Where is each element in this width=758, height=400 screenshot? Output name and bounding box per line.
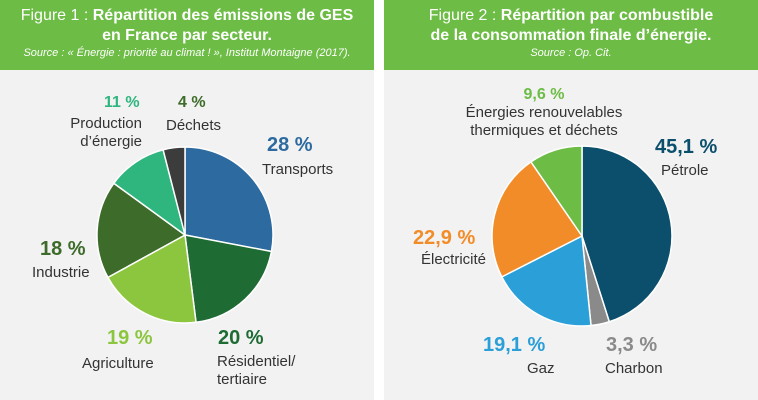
label-renouvelables: Énergies renouvelables thermiques et déc…: [465, 104, 623, 139]
pct-industrie: 18 %: [40, 238, 86, 260]
figure-2-pie: [491, 145, 673, 327]
pct-petrole: 45,1 %: [655, 136, 718, 158]
figure-2-title-line1: Répartition par combustible: [500, 7, 714, 24]
pct-transports: 28 %: [267, 134, 313, 156]
figure-1-number: Figure 1 :: [20, 7, 93, 24]
pct-renouvelables: 9,6 %: [523, 86, 565, 103]
pct-electricite: 22,9 %: [413, 227, 476, 249]
figure-2-slice-2: [500, 234, 592, 327]
label-transports: Transports: [262, 161, 334, 178]
label-dechets: Déchets: [166, 117, 222, 134]
figure-1-pie: [96, 146, 274, 324]
figure-2-header: Figure 2 : Répartition par combustible d…: [384, 0, 758, 70]
label-charbon: Charbon: [605, 360, 663, 377]
label-gaz: Gaz: [527, 360, 555, 377]
figure-1-slice-0: [184, 146, 274, 253]
pct-gaz: 19,1 %: [483, 334, 546, 356]
label-residentiel: Résidentiel/ tertiaire: [217, 353, 296, 388]
figure-2-number: Figure 2 :: [428, 7, 501, 24]
label-industrie: Industrie: [32, 264, 90, 281]
figure-1-panel: Figure 1 : Répartition des émissions de …: [0, 0, 374, 400]
pct-dechets: 4 %: [178, 94, 206, 111]
pct-residentiel: 20 %: [218, 327, 264, 349]
pct-charbon: 3,3 %: [606, 334, 658, 356]
figure-2-slice-3: [491, 160, 584, 278]
figure-2-title-line2: de la consommation finale d’énergie.: [430, 27, 712, 44]
figure-2-panel: Figure 2 : Répartition par combustible d…: [384, 0, 758, 400]
figure-1-slice-1: [184, 234, 273, 324]
figure-1-slice-2: [106, 233, 197, 324]
figure-1-slice-3: [96, 182, 187, 279]
figure-1-source: Source : « Énergie : priorité au climat …: [23, 47, 351, 59]
figure-2-source: Source : Op. Cit.: [530, 47, 612, 59]
label-electricite: Électricité: [421, 251, 487, 268]
pct-production-energie: 11 %: [104, 94, 140, 111]
label-agriculture: Agriculture: [82, 355, 154, 372]
figure-1-header: Figure 1 : Répartition des émissions de …: [0, 0, 374, 70]
pct-agriculture: 19 %: [107, 327, 153, 349]
label-production-energie: Production d’énergie: [70, 115, 142, 150]
figure-2-slice-4: [529, 145, 583, 239]
figure-1-title-line2: en France par secteur.: [102, 27, 272, 44]
figure-1-title-line1: Répartition des émissions de GES: [92, 7, 354, 24]
label-petrole: Pétrole: [661, 162, 709, 179]
figure-2-slice-0: [581, 145, 673, 323]
figure-1-slice-5: [162, 146, 186, 236]
